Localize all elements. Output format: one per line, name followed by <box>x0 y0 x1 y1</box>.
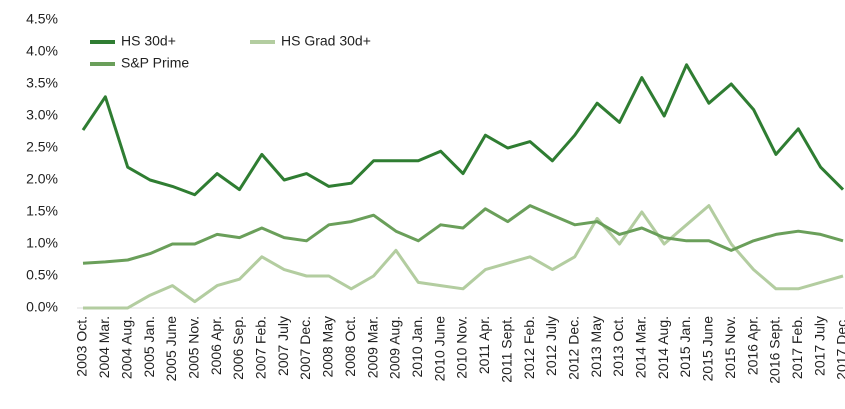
x-tick-label: 2015 June <box>700 316 716 382</box>
series-line <box>81 63 845 197</box>
x-tick-label: 2005 Jan. <box>141 316 157 378</box>
x-tick-label: 2017 Feb. <box>789 316 805 379</box>
y-tick-label: 2.5% <box>26 139 58 155</box>
y-tick-label: 0.5% <box>26 267 58 283</box>
x-tick-label: 2009 Mar. <box>364 316 380 378</box>
x-tick-label: 2010 June <box>431 316 447 382</box>
y-tick-label: 2.0% <box>26 171 58 187</box>
legend-label: HS Grad 30d+ <box>281 33 371 49</box>
x-tick-label: 2017 July <box>811 316 827 376</box>
x-tick-label: 2013 May <box>588 316 604 377</box>
x-tick-label: 2010 Nov. <box>454 316 470 379</box>
x-tick-label: 2005 June <box>163 316 179 382</box>
x-tick-label: 2007 Dec. <box>297 316 313 380</box>
legend-label: S&P Prime <box>121 55 189 71</box>
x-tick-label: 2012 Dec. <box>565 316 581 380</box>
x-tick-label: 2015 Nov. <box>722 316 738 379</box>
y-tick-label: 3.0% <box>26 107 58 123</box>
x-tick-label: 2013 Oct. <box>610 316 626 377</box>
x-tick-label: 2006 Sep. <box>230 316 246 380</box>
y-tick-label: 4.5% <box>26 11 58 27</box>
x-tick-label: 2007 Feb. <box>253 316 269 379</box>
x-tick-label: 2005 Nov. <box>185 316 201 379</box>
legend-label: HS 30d+ <box>121 33 176 49</box>
x-tick-label: 2014 Aug. <box>655 316 671 379</box>
x-tick-label: 2012 Feb. <box>521 316 537 379</box>
y-tick-label: 1.0% <box>26 235 58 251</box>
x-tick-label: 2016 Sept. <box>767 316 783 384</box>
x-tick-label: 2008 May <box>320 316 336 377</box>
x-tick-label: 2015 Jan. <box>677 316 693 378</box>
x-tick-label: 2008 Oct. <box>342 316 358 377</box>
series-line <box>82 204 844 265</box>
y-tick-label: 3.5% <box>26 75 58 91</box>
x-tick-label: 2003 Oct. <box>74 316 90 377</box>
x-tick-label: 2007 July <box>275 316 291 376</box>
x-tick-label: 2009 Aug. <box>387 316 403 379</box>
x-tick-label: 2011 Apr. <box>476 316 492 374</box>
x-tick-label: 2010 Jan. <box>409 316 425 378</box>
x-tick-label: 2011 Sept. <box>498 316 514 383</box>
x-tick-label: 2014 Mar. <box>633 316 649 378</box>
x-tick-label: 2017 Dec. <box>834 316 845 380</box>
x-tick-label: 2004 Mar. <box>96 316 112 378</box>
y-tick-label: 0.0% <box>26 299 58 315</box>
x-tick-label: 2012 July <box>543 316 559 376</box>
y-tick-label: 4.0% <box>26 43 58 59</box>
x-tick-label: 2016 Apr. <box>744 316 760 375</box>
y-tick-label: 1.5% <box>26 203 58 219</box>
x-tick-label: 2004 Aug. <box>118 316 134 379</box>
series-line <box>83 204 844 310</box>
x-tick-label: 2006 Apr. <box>208 316 224 375</box>
